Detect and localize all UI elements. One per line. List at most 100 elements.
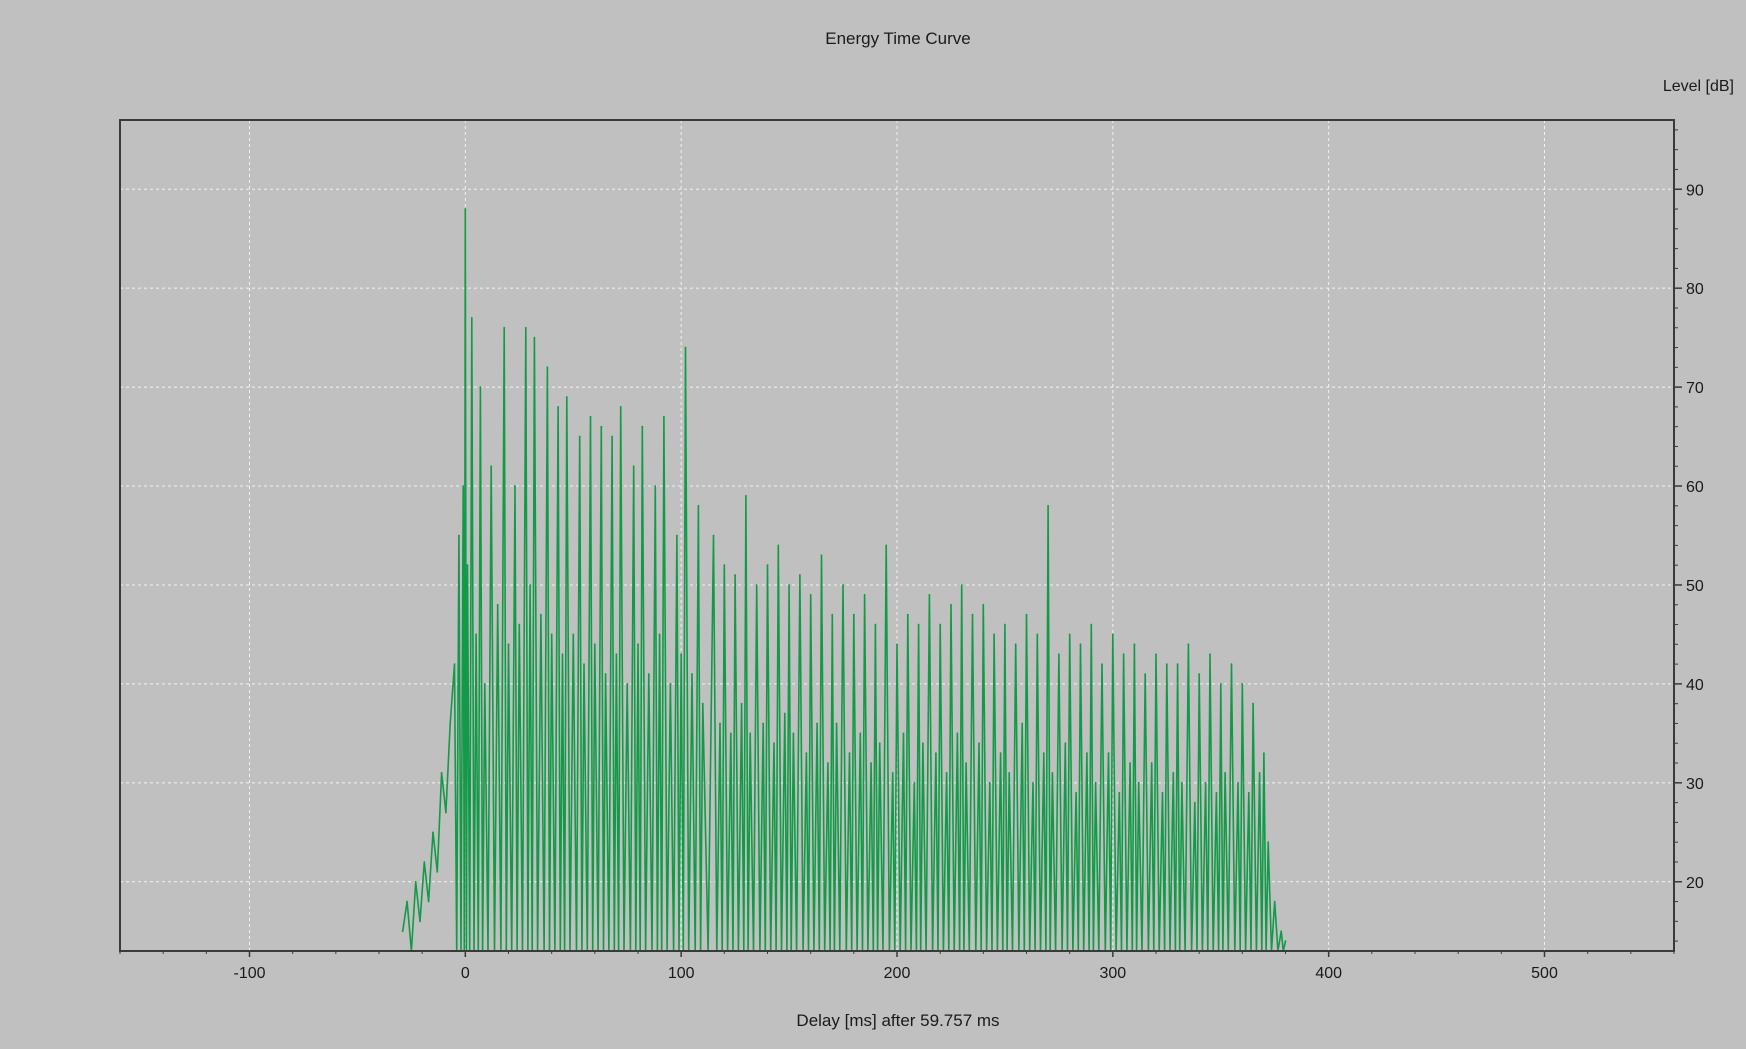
data-point xyxy=(1094,781,1097,784)
data-point xyxy=(1122,653,1125,656)
data-point xyxy=(680,653,683,656)
x-axis-label: Delay [ms] after 59.757 ms xyxy=(796,1011,999,1030)
data-point xyxy=(632,465,635,468)
data-point xyxy=(982,603,985,606)
data-point xyxy=(913,781,916,784)
data-point xyxy=(701,702,704,705)
data-point xyxy=(965,762,967,764)
data-point xyxy=(859,732,862,735)
data-point xyxy=(565,396,568,398)
data-point xyxy=(479,386,482,389)
y-tick-label: 50 xyxy=(1686,578,1704,595)
data-point xyxy=(805,752,808,755)
y-tick-label: 30 xyxy=(1686,776,1704,793)
plot-area: -100 0 100 200 300 400 500 20 30 40 50 60 70 80 90 xyxy=(119,119,1704,982)
data-point xyxy=(1021,722,1024,725)
data-point xyxy=(971,613,974,616)
data-point xyxy=(816,722,819,725)
data-point xyxy=(546,366,549,369)
x-tick-label: -100 xyxy=(233,965,265,982)
data-point xyxy=(583,663,585,666)
data-point xyxy=(483,682,486,685)
data-point xyxy=(1107,752,1110,755)
data-point xyxy=(658,633,661,636)
data-point xyxy=(1155,653,1157,656)
data-point xyxy=(1051,772,1054,774)
data-point xyxy=(1209,653,1211,656)
data-point xyxy=(419,920,421,923)
x-tick-label: 300 xyxy=(1099,965,1126,982)
data-point xyxy=(827,762,829,764)
data-point xyxy=(619,405,622,408)
data-point xyxy=(956,732,959,735)
data-point xyxy=(993,633,996,636)
data-point xyxy=(719,722,721,725)
data-point xyxy=(906,613,909,616)
data-point xyxy=(490,465,493,468)
data-point xyxy=(1025,613,1028,616)
data-point xyxy=(896,643,898,646)
data-point xyxy=(740,702,743,705)
data-point xyxy=(1137,781,1140,784)
data-point xyxy=(697,504,700,507)
data-point xyxy=(691,673,693,675)
data-point xyxy=(1230,663,1233,666)
data-point xyxy=(783,712,786,715)
data-point xyxy=(600,425,603,428)
data-point xyxy=(773,742,775,745)
data-point xyxy=(978,742,980,745)
data-point xyxy=(1215,791,1218,794)
data-point xyxy=(852,613,855,616)
data-point xyxy=(445,811,447,814)
data-point xyxy=(1068,633,1071,636)
data-point xyxy=(1273,900,1276,903)
data-point xyxy=(792,732,795,735)
data-point xyxy=(1075,791,1078,794)
data-point xyxy=(848,752,851,755)
data-point xyxy=(663,415,665,418)
data-point xyxy=(1129,762,1131,764)
data-point xyxy=(788,584,790,586)
data-point xyxy=(1187,643,1190,646)
data-point xyxy=(762,722,765,725)
data-point xyxy=(766,564,769,567)
data-point xyxy=(777,544,780,547)
data-point xyxy=(524,326,527,329)
data-point xyxy=(496,603,499,606)
data-point xyxy=(432,831,434,834)
data-point xyxy=(885,544,888,547)
data-point xyxy=(917,623,920,626)
data-point xyxy=(878,742,881,745)
y-tick-label: 40 xyxy=(1686,677,1704,694)
data-point xyxy=(453,663,456,666)
data-point xyxy=(729,732,732,735)
data-point xyxy=(1036,633,1039,636)
x-tick-label: 100 xyxy=(668,965,695,982)
data-point xyxy=(1219,682,1222,685)
data-point xyxy=(423,861,426,863)
data-point xyxy=(440,772,443,774)
data-point xyxy=(874,623,877,626)
data-point xyxy=(1079,643,1082,646)
data-point xyxy=(1008,772,1011,774)
data-point xyxy=(626,682,629,685)
data-point xyxy=(1193,801,1196,804)
data-point xyxy=(988,781,991,784)
data-point xyxy=(755,584,758,586)
data-point xyxy=(514,485,516,487)
data-point xyxy=(406,900,408,903)
x-tick-label: 400 xyxy=(1315,965,1342,982)
data-point xyxy=(462,485,465,487)
data-point xyxy=(1118,791,1121,794)
data-point xyxy=(611,435,613,438)
data-point xyxy=(518,623,521,626)
data-point xyxy=(1064,742,1067,745)
data-point xyxy=(745,495,747,497)
x-tick-label: 0 xyxy=(461,965,470,982)
data-point xyxy=(1165,663,1168,666)
data-point xyxy=(684,346,687,349)
data-point xyxy=(466,564,469,567)
data-point xyxy=(1090,623,1093,626)
data-point xyxy=(831,613,834,616)
data-point xyxy=(529,584,531,586)
